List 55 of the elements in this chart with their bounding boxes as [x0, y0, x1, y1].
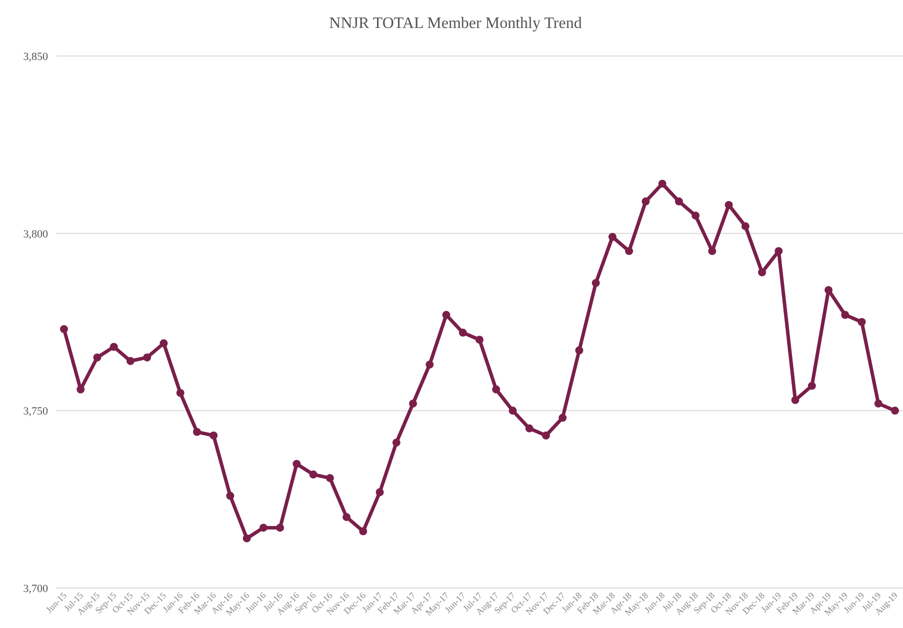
- point: [642, 197, 650, 206]
- point: [508, 406, 517, 415]
- point: [592, 279, 600, 287]
- point: [476, 336, 484, 344]
- point: [359, 527, 368, 536]
- point: [492, 385, 500, 394]
- point: [558, 414, 567, 422]
- point: [791, 396, 800, 404]
- point: [841, 310, 850, 319]
- point: [874, 400, 882, 408]
- point: [60, 325, 68, 334]
- point: [724, 200, 733, 209]
- point: [226, 492, 234, 500]
- point: [176, 388, 184, 397]
- point: [292, 460, 301, 468]
- point: [93, 353, 102, 362]
- chart-title: NNJR TOTAL Member Monthly Trend: [329, 15, 582, 32]
- point: [608, 232, 616, 241]
- point: [741, 222, 750, 230]
- point: [326, 474, 334, 482]
- point: [858, 318, 866, 326]
- point: [210, 432, 218, 440]
- point: [309, 470, 318, 478]
- point: [160, 339, 168, 348]
- y-tick-label: 3,850: [23, 51, 48, 63]
- point: [442, 310, 450, 319]
- point: [525, 424, 534, 432]
- point: [458, 328, 467, 337]
- point: [808, 382, 816, 390]
- point: [758, 268, 766, 276]
- point: [342, 513, 351, 522]
- point: [658, 180, 666, 188]
- point: [824, 286, 833, 294]
- point: [774, 247, 783, 256]
- point: [126, 357, 134, 365]
- point: [891, 406, 899, 415]
- point: [276, 524, 284, 532]
- point: [259, 524, 268, 532]
- point: [708, 247, 716, 256]
- point: [143, 353, 152, 362]
- point: [625, 247, 634, 256]
- y-tick-label: 3,800: [23, 228, 48, 240]
- point: [426, 360, 434, 369]
- point: [392, 438, 400, 447]
- y-tick-label: 3,700: [23, 583, 48, 595]
- point: [575, 346, 584, 354]
- point: [409, 400, 418, 408]
- point: [692, 212, 700, 220]
- point: [674, 197, 683, 206]
- y-tick-label: 3,750: [23, 406, 48, 418]
- point: [542, 432, 550, 440]
- point: [376, 488, 384, 496]
- point: [242, 534, 251, 542]
- point: [110, 342, 118, 351]
- point: [192, 428, 201, 436]
